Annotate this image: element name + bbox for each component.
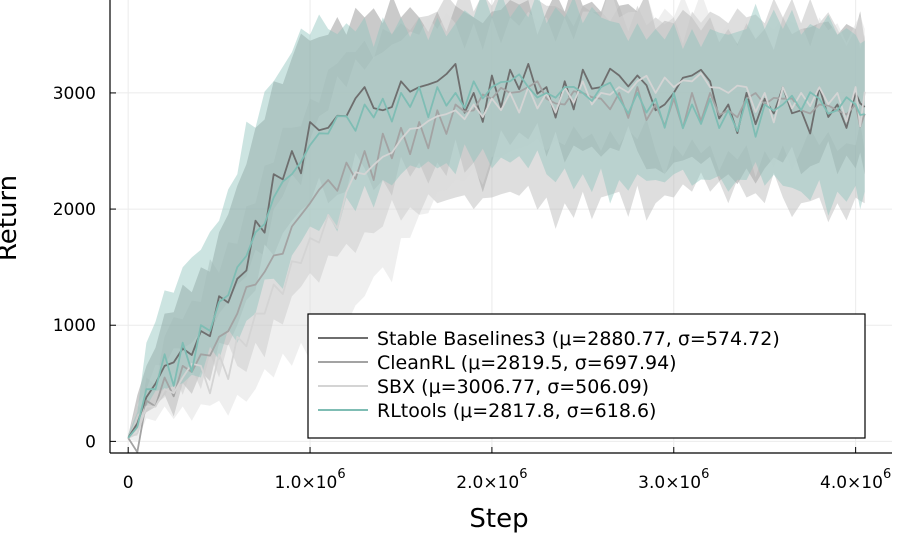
band-series-0 — [128, 0, 865, 440]
x-tick-label-1: 1.0×106 — [274, 467, 345, 493]
line-series-0 — [127, 63, 866, 439]
x-tick-exponent-1: 6 — [337, 467, 345, 482]
legend: Stable Baselines3 (μ=2880.77, σ=574.72)C… — [307, 313, 866, 439]
legend-label-0: Stable Baselines3 (μ=2880.77, σ=574.72) — [377, 328, 780, 350]
x-tick-label-2: 2.0×106 — [456, 467, 527, 493]
line-series-3 — [127, 73, 865, 439]
band-series-3 — [128, 0, 865, 440]
y-tick-label-0: 0 — [85, 432, 96, 452]
legend-box — [307, 313, 866, 439]
x-tick-exponent-4: 6 — [883, 467, 891, 482]
axes — [109, 0, 892, 454]
y-axis-label: Return — [0, 175, 23, 261]
x-tick-label-0: 0 — [123, 473, 134, 493]
x-tick-label-3: 3.0×106 — [638, 467, 709, 493]
y-tick-label-2: 2000 — [53, 200, 96, 220]
band-series-1 — [128, 0, 865, 440]
line-series-2 — [127, 72, 866, 439]
y-tick-label-3: 3000 — [53, 84, 96, 104]
x-tick-exponent-2: 6 — [519, 467, 527, 482]
legend-label-2: SBX (μ=3006.77, σ=506.09) — [377, 376, 649, 398]
x-tick-exponent-3: 6 — [701, 467, 709, 482]
series-lines — [127, 63, 866, 454]
x-tick-label-4: 4.0×106 — [820, 467, 891, 493]
y-tick-label-1: 1000 — [53, 316, 96, 336]
legend-label-1: CleanRL (μ=2819.5, σ=697.94) — [377, 352, 677, 374]
x-axis-label: Step — [469, 504, 528, 534]
legend-label-3: RLtools (μ=2817.8, σ=618.6) — [377, 400, 656, 422]
